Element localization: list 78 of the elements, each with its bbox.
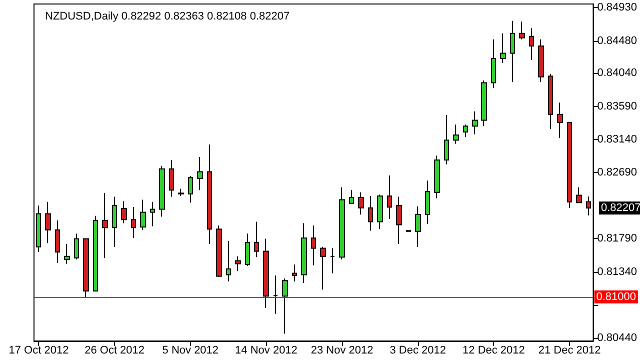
candlestick	[292, 264, 297, 282]
x-tick-label: 26 Oct 2012	[84, 344, 145, 356]
y-tick-label: 0.81790	[597, 232, 638, 245]
candlestick	[188, 176, 193, 204]
candlestick	[311, 224, 316, 266]
x-tick-label: 3 Dec 2012	[390, 344, 446, 356]
candlestick	[425, 180, 430, 225]
candlestick	[140, 199, 146, 230]
x-tick-label: 14 Nov 2012	[235, 344, 298, 356]
x-tick-label: 23 Nov 2012	[310, 344, 374, 356]
candlestick	[576, 186, 582, 204]
candlestick	[169, 159, 174, 198]
candlestick	[377, 194, 383, 230]
candlestick	[538, 38, 544, 82]
y-tick-label: 0.83590	[597, 100, 638, 112]
y-tick-label: 0.83140	[597, 133, 638, 146]
text: 0.82207	[601, 202, 640, 214]
candlestick	[500, 32, 506, 64]
y-tick-label: 0.82690	[597, 166, 638, 178]
candlestick	[55, 220, 60, 264]
candlestick	[273, 275, 278, 314]
candlestick	[444, 114, 449, 165]
candlestick	[453, 124, 459, 144]
y-tick-label: 0.84480	[597, 34, 638, 47]
candlestick	[45, 201, 51, 244]
candlestick	[235, 256, 241, 272]
candlestick	[349, 190, 354, 204]
candlestick	[263, 238, 269, 308]
candlestick	[567, 122, 572, 208]
candlestick	[207, 144, 212, 244]
candlestick	[434, 155, 440, 199]
candlestick	[131, 206, 136, 238]
candlestick	[481, 80, 487, 127]
candlestick	[358, 192, 364, 215]
x-tick-label: 5 Nov 2012	[162, 344, 219, 356]
candlestick	[93, 215, 98, 292]
candlestick	[415, 206, 421, 248]
y-tick-label: 0.84930	[597, 2, 638, 14]
candlestick	[548, 73, 553, 130]
candlestick	[197, 156, 203, 191]
candlestick	[586, 196, 591, 216]
candlestick	[83, 238, 89, 298]
ref-line-label: 0.81000	[596, 290, 636, 303]
x-tick-label: 21 Dec 2012	[538, 344, 601, 356]
candlestick	[330, 248, 335, 274]
y-tick-label: 0.80440	[597, 332, 638, 344]
candlestick	[36, 205, 41, 252]
candlestick	[519, 21, 525, 40]
candlestick	[529, 28, 534, 60]
candlestick	[254, 221, 259, 258]
candlestick	[216, 224, 222, 278]
candlestick	[301, 222, 307, 284]
candlestick	[64, 243, 70, 264]
candlestick	[339, 186, 345, 260]
candlestick	[74, 233, 79, 260]
candlestick	[121, 200, 127, 224]
text: NZDUSD,Daily 0.82292 0.82363 0.82108 0.82207	[45, 10, 290, 22]
candlestick	[320, 246, 326, 290]
candlestick	[102, 192, 108, 258]
candlestick	[472, 110, 478, 135]
candlestick	[510, 20, 515, 82]
candlestick	[387, 174, 392, 220]
x-tick-label: 12 Dec 2012	[462, 344, 525, 356]
candlestick	[396, 196, 402, 244]
candlestick	[159, 165, 165, 218]
candlestick	[368, 196, 373, 232]
x-tick-label: 17 Oct 2012	[8, 344, 69, 356]
y-tick-label: 0.81340	[597, 266, 638, 278]
candlestick	[226, 240, 231, 282]
candlestick	[463, 124, 468, 138]
candlestick	[491, 38, 496, 88]
candlestick	[282, 278, 288, 334]
candlestick	[150, 201, 155, 227]
candlestick	[557, 102, 563, 138]
y-tick-label: 0.84040	[597, 67, 638, 80]
candlestick	[178, 188, 184, 197]
candlestick	[245, 233, 250, 266]
candlestick	[112, 196, 117, 248]
